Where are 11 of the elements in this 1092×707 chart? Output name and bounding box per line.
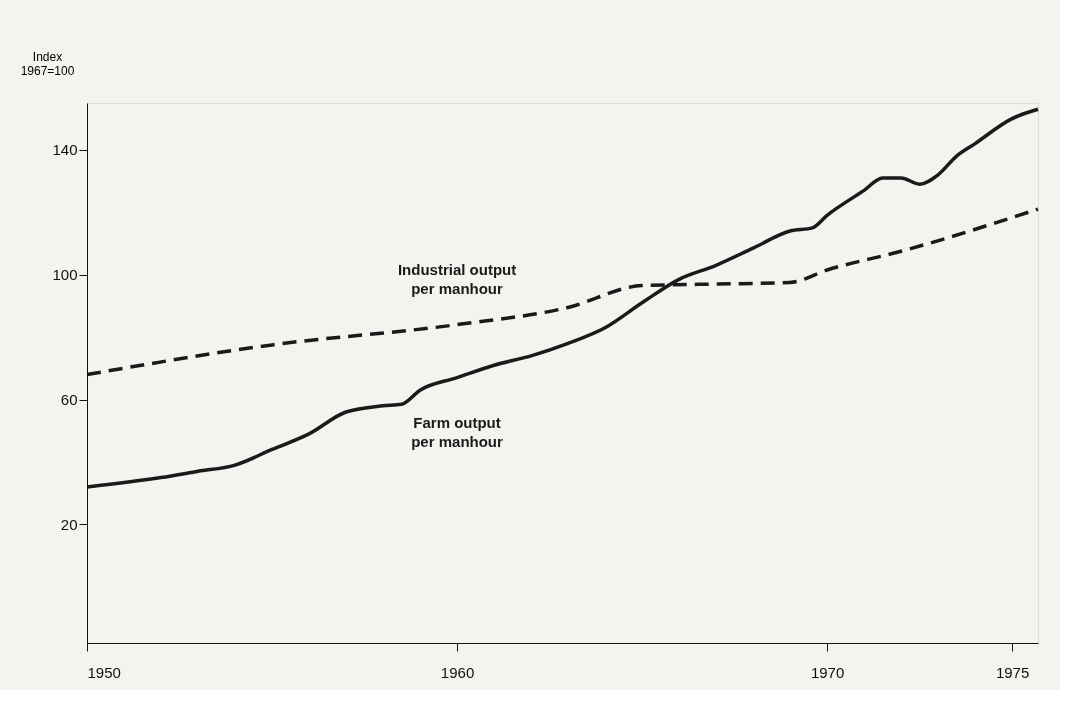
y-tick-label: 20 <box>60 515 78 533</box>
y-tick-label: 100 <box>52 266 78 284</box>
x-tick-label: 1950 <box>87 663 121 681</box>
x-tick-label: 1960 <box>440 663 475 681</box>
y-tick-label: 60 <box>60 391 78 409</box>
y-tick-label: 140 <box>52 141 78 159</box>
series-label: Industrial output per manhour <box>397 260 517 297</box>
y-axis-title: Index 1967=100 <box>20 49 75 78</box>
x-tick-label: 1970 <box>810 663 845 681</box>
x-tick-label: 1975 <box>995 663 1030 681</box>
series-label: Farm output per manhour <box>411 413 504 450</box>
